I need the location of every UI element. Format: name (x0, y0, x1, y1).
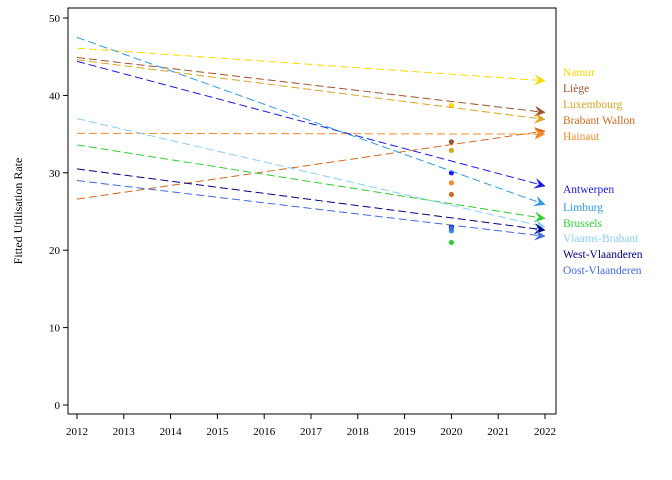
series-line-namur (76, 47, 546, 82)
legend-label-brussels: Brussels (563, 218, 603, 230)
y-tick-label: 0 (55, 400, 61, 412)
y-tick-label: 10 (49, 323, 61, 335)
legend-label-hainaut: Hainaut (563, 131, 600, 143)
series-line-brussels (76, 144, 546, 219)
series-point-oost-vlaanderen (448, 225, 454, 232)
series-arrow-luxembourg (534, 112, 546, 124)
x-tick-label: 2015 (206, 426, 229, 438)
series-line-west-vlaanderen (76, 168, 546, 231)
series-line-antwerpen (76, 60, 546, 187)
legend: Namur Liège Luxembourg Brabant Wallon Hainau… (563, 67, 643, 277)
series-line-li-ge (76, 56, 546, 113)
y-axis-title: Fitted Utilisation Rate (11, 158, 25, 265)
series-arrow-antwerpen (533, 178, 546, 189)
y-tick-label: 40 (49, 90, 61, 102)
legend-label-limburg: Limburg (563, 202, 603, 214)
y-tick-label: 50 (49, 13, 61, 25)
x-tick-label: 2016 (253, 426, 276, 438)
series-arrow-vlaams-brabant (533, 219, 546, 230)
series-line-vlaams-brabant (76, 118, 546, 228)
series-point-brussels (448, 239, 454, 246)
legend-label-namur: Namur (563, 67, 595, 79)
series-layer (76, 36, 546, 246)
series-point-luxembourg (448, 147, 454, 153)
series-point-brabant-wallon (448, 191, 454, 198)
series-point-namur (448, 102, 454, 109)
series-arrow-limburg (533, 196, 546, 207)
series-line-luxembourg (76, 59, 546, 120)
x-tick-label: 2017 (300, 426, 323, 438)
plot-frame (67, 7, 557, 415)
x-tick-label: 2022 (534, 426, 556, 438)
series-point-li-ge (448, 139, 454, 145)
x-tick-label: 2019 (394, 426, 417, 438)
legend-label-oost-vlaanderen: Oost-Vlaanderen (563, 265, 642, 277)
series-arrow-oost-vlaanderen (534, 229, 546, 241)
series-arrow-hainaut (534, 128, 546, 140)
legend-label-brabant-wallon: Brabant Wallon (563, 115, 635, 127)
legend-label-vlaams-brabant: Vlaams-Brabant (563, 233, 639, 245)
x-tick-label: 2018 (347, 426, 370, 438)
legend-label-li-ge: Liège (563, 83, 589, 95)
x-tick-label: 2012 (66, 426, 88, 438)
series-line-oost-vlaanderen (76, 180, 546, 237)
x-tick-label: 2013 (113, 426, 136, 438)
series-arrow-namur (534, 74, 546, 86)
legend-label-antwerpen: Antwerpen (563, 184, 614, 196)
series-line-limburg (76, 36, 546, 206)
series-arrow-brussels (534, 211, 546, 223)
series-point-hainaut (448, 180, 454, 186)
plot-border (67, 7, 557, 415)
y-tick-label: 30 (49, 168, 61, 180)
legend-label-luxembourg: Luxembourg (563, 99, 622, 111)
series-line-hainaut (76, 132, 546, 135)
x-tick-label: 2020 (440, 426, 463, 438)
x-tick-label: 2021 (487, 426, 509, 438)
legend-label-west-vlaanderen: West-Vlaanderen (563, 249, 643, 261)
x-axis: 2012 2013 2014 2015 2016 2017 2018 2019 2020 2021… (66, 414, 556, 438)
y-tick-label: 20 (49, 245, 61, 257)
x-tick-label: 2014 (160, 426, 183, 438)
series-line-brabant-wallon (76, 130, 546, 200)
y-axis: 0 10 20 30 40 50 (49, 13, 68, 412)
